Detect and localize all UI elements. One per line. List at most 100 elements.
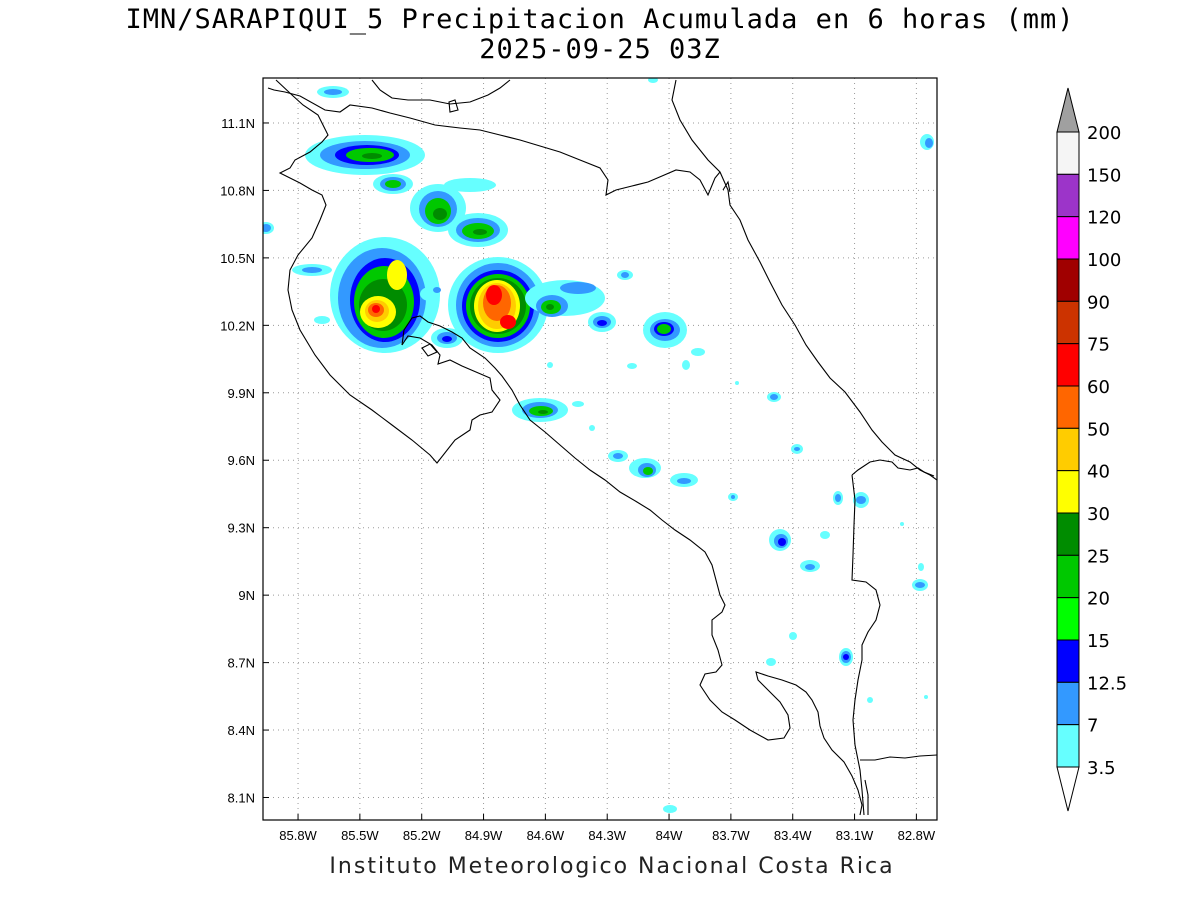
precip-cell (627, 363, 637, 369)
colorbar-swatch (1056, 427, 1080, 472)
coastline-south (860, 754, 937, 761)
colorbar-swatch (1056, 300, 1080, 345)
lat-tick-label: 8.7N (228, 656, 255, 671)
colorbar-swatch (1056, 173, 1080, 218)
precip-cell (770, 394, 778, 400)
precip-cell (691, 348, 705, 356)
precip-cell (372, 305, 380, 313)
lat-tick-label: 9.6N (228, 453, 255, 468)
plot-frame (262, 77, 938, 821)
colorbar-level-label: 200 (1087, 123, 1121, 144)
lat-tick-label: 9.3N (228, 521, 255, 536)
colorbar-level-label: 3.5 (1087, 758, 1116, 779)
precip-cell (789, 632, 797, 640)
precip-cell (560, 282, 596, 294)
colorbar-swatch (1056, 597, 1080, 641)
precip-cell (547, 362, 553, 368)
plot-area (263, 78, 937, 820)
coastline-north (275, 79, 501, 464)
colorbar-swatch (1056, 385, 1080, 429)
panama-border (851, 459, 935, 816)
precip-cell (820, 531, 830, 539)
lat-tick-label: 10.8N (220, 183, 255, 198)
colorbar-level-label: 60 (1087, 377, 1110, 398)
coastline-gulf-nicoya (401, 315, 863, 816)
lon-tick-label: 84.6W (527, 828, 565, 843)
colorbar-level-label: 90 (1087, 292, 1110, 313)
footer-credit: Instituto Meteorologico Nacional Costa R… (329, 854, 895, 879)
lat-tick-label: 10.2N (220, 318, 255, 333)
lat-tick-label: 10.5N (220, 251, 255, 266)
precip-cell (314, 316, 330, 324)
precip-cell (900, 522, 904, 526)
precip-cell (500, 315, 516, 329)
nicaragua-border (267, 87, 721, 197)
precip-cell (486, 285, 502, 305)
island (448, 99, 459, 113)
precip-cell (731, 495, 735, 499)
precip-cell (362, 153, 382, 159)
lon-tick-label: 83.1W (836, 828, 874, 843)
colorbar-level-label: 150 (1087, 165, 1121, 186)
precip-cell (263, 224, 271, 232)
precip-cell (302, 267, 322, 273)
precip-cell (924, 695, 928, 699)
precip-cell (677, 478, 691, 484)
precip-cell (589, 425, 595, 431)
colorbar-swatch (1056, 216, 1080, 260)
lon-tick-label: 85.2W (403, 828, 441, 843)
colorbar-level-label: 30 (1087, 504, 1110, 525)
precip-cell (843, 654, 849, 660)
colorbar-level-label: 100 (1087, 250, 1121, 271)
coastline-lower-east (864, 779, 869, 815)
precip-cell (835, 494, 841, 502)
map-title: IMN/SARAPIQUI_5 Precipitacion Acumulada … (125, 4, 1075, 35)
colorbar-swatch (1056, 131, 1080, 175)
colorbar-level-label: 20 (1087, 589, 1110, 610)
lon-tick-label: 84W (656, 828, 683, 843)
map-subtitle-date: 2025-09-25 03Z (479, 34, 721, 65)
precip-cell (572, 401, 584, 407)
precip-cell (324, 89, 342, 95)
colorbar-swatch (1056, 724, 1080, 768)
precip-cell (735, 381, 739, 385)
coastline (267, 79, 937, 816)
colorbar-level-label: 15 (1087, 631, 1110, 652)
colorbar-level-label: 12.5 (1087, 673, 1127, 694)
precip-cell (867, 697, 873, 703)
precip-cell (387, 260, 407, 290)
precip-cell (648, 78, 658, 83)
lon-tick-label: 83.4W (774, 828, 812, 843)
colorbar-swatch (1056, 681, 1080, 726)
precip-cell (473, 229, 487, 235)
precip-cell (682, 360, 690, 370)
colorbar-level-label: 50 (1087, 419, 1110, 440)
precip-cell (597, 320, 607, 326)
precip-cell (444, 178, 496, 192)
colorbar-level-label: 120 (1087, 208, 1121, 229)
colorbar-swatch (1056, 554, 1080, 599)
precip-cell (805, 564, 815, 570)
precip-cell (546, 304, 554, 310)
precip-cell (856, 496, 866, 504)
precip-cell (621, 272, 629, 278)
colorbar-swatch (1056, 512, 1080, 556)
precip-cell (643, 467, 653, 475)
precip-cell (613, 453, 623, 459)
precip-cell (385, 180, 401, 188)
colorbar-swatch (1056, 639, 1080, 683)
coastline-ridge (722, 180, 731, 193)
precip-cell (442, 336, 452, 342)
colorbar-level-label: 25 (1087, 546, 1110, 567)
precip-cell (657, 324, 671, 334)
colorbar-level-label: 75 (1087, 335, 1110, 356)
lat-tick-label: 9N (238, 588, 255, 603)
precip-cell (766, 658, 776, 666)
lat-tick-label: 8.1N (228, 791, 255, 806)
colorbar-swatch (1056, 258, 1080, 302)
lat-tick-label: 8.4N (228, 723, 255, 738)
lon-tick-label: 83.7W (712, 828, 750, 843)
lon-tick-label: 82.8W (898, 828, 936, 843)
precip-cell (915, 582, 925, 588)
